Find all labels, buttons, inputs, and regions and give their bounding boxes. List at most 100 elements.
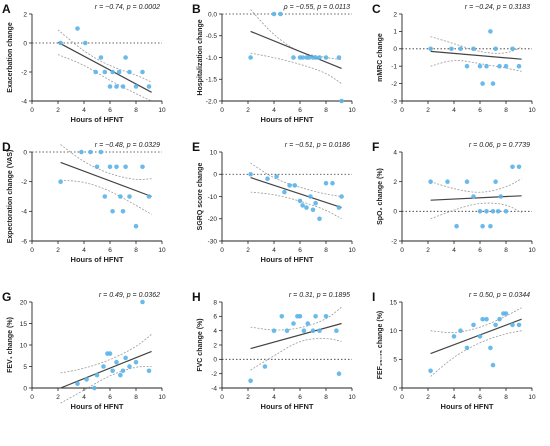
data-point <box>101 364 106 369</box>
data-point <box>297 198 303 204</box>
y-tick-label: 2 <box>393 11 397 18</box>
x-axis-label: Hours of HFNT <box>71 402 124 411</box>
regression-line <box>430 318 522 355</box>
y-axis-label: FEV₁ change (%) <box>7 317 14 373</box>
panel-letter: A <box>2 2 11 16</box>
x-tick-label: 4 <box>272 394 276 401</box>
ci-upper-curve <box>57 29 152 83</box>
ci-upper-curve <box>430 36 522 54</box>
x-tick-label: 2 <box>246 247 250 254</box>
data-point <box>133 84 139 89</box>
data-point <box>123 355 128 361</box>
y-tick-label: -6 <box>21 238 27 245</box>
data-point <box>305 321 311 326</box>
data-point <box>471 194 476 199</box>
y-tick-label: -20 <box>208 216 218 223</box>
y-tick-label: -2.0 <box>206 98 218 105</box>
y-tick-label: 0 <box>213 357 217 364</box>
data-point <box>284 328 290 334</box>
regression-line <box>60 350 152 389</box>
ci-lower-curve <box>430 330 522 377</box>
ci-lower-curve <box>250 52 342 84</box>
data-point <box>83 40 88 46</box>
data-point <box>110 368 115 374</box>
x-tick-label: 10 <box>348 394 356 401</box>
y-tick-label: 5 <box>23 364 27 371</box>
data-point <box>127 194 132 199</box>
data-point <box>279 314 285 319</box>
y-tick-label: 2 <box>213 342 217 349</box>
data-point <box>428 179 433 184</box>
data-point <box>107 351 113 356</box>
x-tick-label: 6 <box>298 107 302 114</box>
y-tick-label: 5 <box>393 357 397 364</box>
data-point <box>484 316 489 322</box>
data-point <box>107 164 113 170</box>
data-point <box>120 368 126 374</box>
data-point <box>102 194 108 199</box>
x-tick-label: 0 <box>400 107 404 114</box>
stat-annotation: r = −0.48, p = 0.0329 <box>95 142 160 149</box>
y-tick-label: -30 <box>208 238 218 245</box>
ci-lower-curve <box>250 191 342 220</box>
data-point <box>140 164 145 170</box>
y-tick-label: 0 <box>393 385 397 392</box>
x-tick-label: 2 <box>426 394 430 401</box>
x-tick-label: 0 <box>400 394 404 401</box>
data-point <box>490 81 496 86</box>
data-point <box>118 372 123 378</box>
stat-annotation: r = 0.50, p = 0.0344 <box>469 292 530 299</box>
x-tick-label: 10 <box>348 247 356 254</box>
data-point <box>488 345 493 351</box>
data-point <box>310 207 316 213</box>
x-tick-label: 2 <box>426 247 430 254</box>
x-tick-label: 2 <box>246 394 250 401</box>
data-point <box>271 328 277 334</box>
data-point <box>79 149 84 155</box>
x-tick-label: 0 <box>30 247 34 254</box>
data-point <box>88 149 93 155</box>
regression-line <box>250 322 342 350</box>
data-point <box>120 84 126 89</box>
x-tick-label: 10 <box>348 107 356 114</box>
stat-annotation: r = −0.74, p = 0.0002 <box>95 4 160 11</box>
data-point <box>123 55 128 60</box>
x-tick-label: 6 <box>108 394 112 401</box>
x-tick-label: 2 <box>56 107 60 114</box>
data-point <box>477 209 483 214</box>
data-point <box>317 55 322 60</box>
data-point <box>323 180 329 186</box>
data-point <box>458 328 463 334</box>
data-point <box>58 179 63 184</box>
x-tick-label: 4 <box>452 107 456 114</box>
y-tick-label: 20 <box>20 299 28 306</box>
x-tick-label: 6 <box>478 107 482 114</box>
x-tick-label: 0 <box>220 107 224 114</box>
data-point <box>58 40 63 46</box>
regression-line <box>57 41 152 93</box>
y-tick-label: -2 <box>391 238 397 245</box>
data-point <box>428 368 433 374</box>
x-tick-label: 4 <box>452 394 456 401</box>
data-point <box>497 63 502 69</box>
data-point <box>146 194 152 199</box>
data-point <box>490 362 496 368</box>
data-point <box>127 364 132 369</box>
data-point <box>471 46 476 52</box>
panel-letter: G <box>2 290 11 304</box>
x-tick-label: 6 <box>478 394 482 401</box>
data-point <box>503 209 509 214</box>
ci-lower-curve <box>60 366 152 404</box>
data-point <box>248 55 253 60</box>
data-point <box>516 322 522 328</box>
data-point <box>248 172 253 177</box>
data-point <box>304 205 309 210</box>
data-point <box>98 55 104 60</box>
data-point <box>114 359 119 365</box>
data-point <box>477 334 483 339</box>
x-tick-label: 8 <box>134 394 138 401</box>
x-tick-label: 8 <box>324 247 328 254</box>
